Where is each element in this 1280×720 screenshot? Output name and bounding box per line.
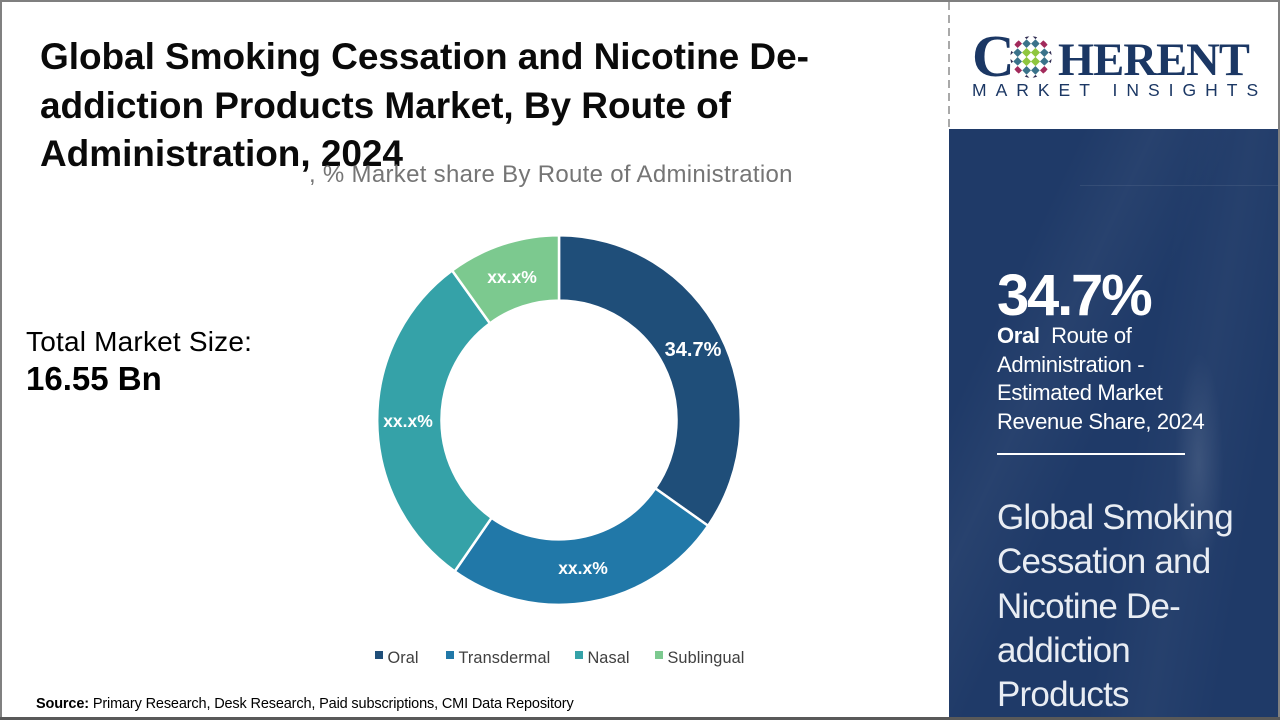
svg-text:xx.x%: xx.x% xyxy=(558,558,608,578)
svg-text:34.7%: 34.7% xyxy=(665,339,722,361)
svg-text:xx.x%: xx.x% xyxy=(383,411,433,431)
svg-text:xx.x%: xx.x% xyxy=(487,267,537,287)
